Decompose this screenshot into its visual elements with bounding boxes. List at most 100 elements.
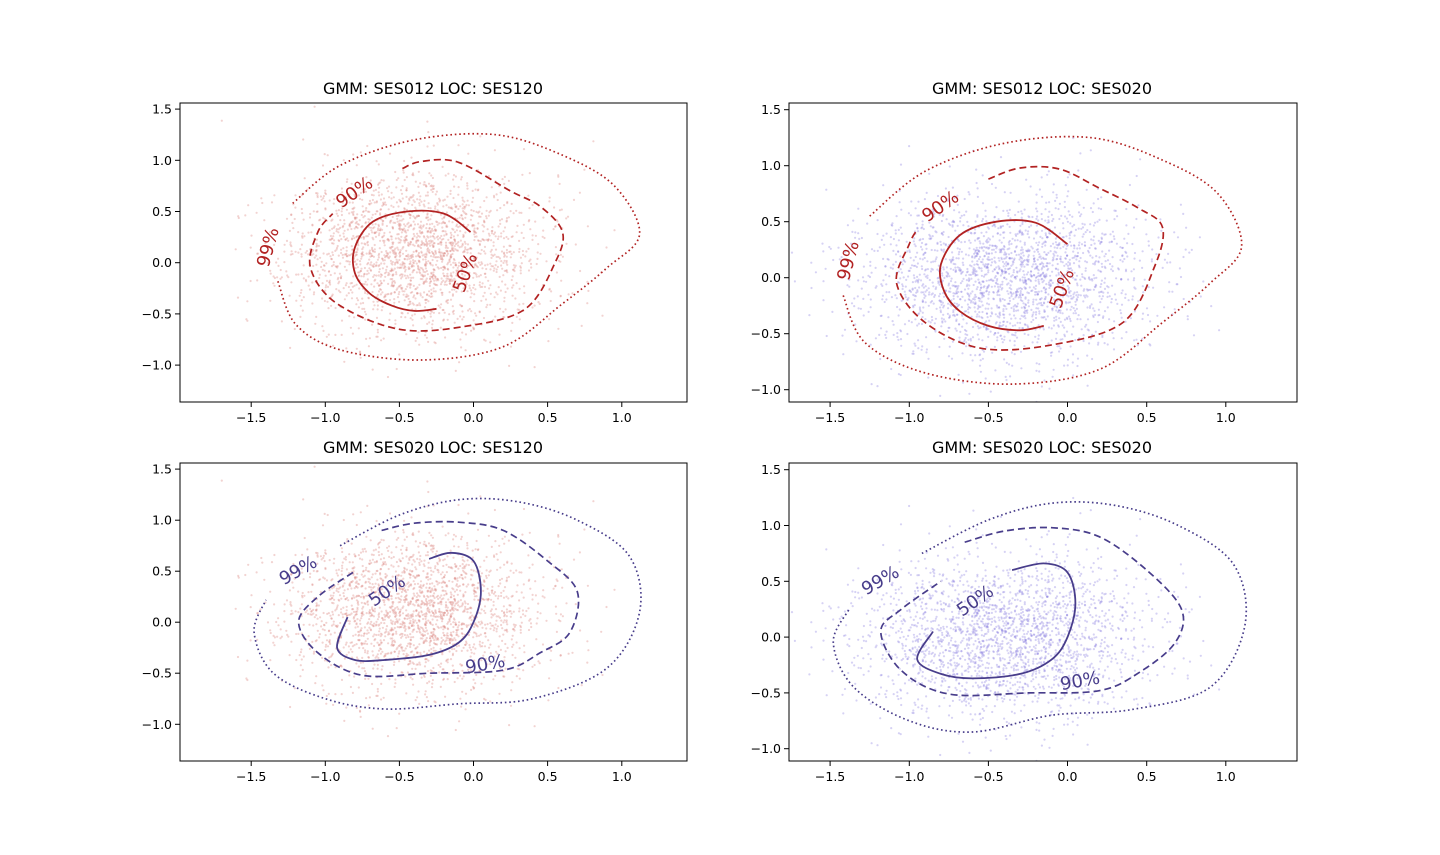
scatter-point <box>463 600 466 603</box>
scatter-point <box>373 591 376 594</box>
scatter-point <box>424 334 427 337</box>
scatter-point <box>311 223 314 226</box>
scatter-point <box>458 576 461 579</box>
scatter-point <box>545 260 548 263</box>
scatter-point <box>363 273 366 276</box>
scatter-point <box>953 221 956 224</box>
scatter-point <box>1092 239 1095 242</box>
scatter-point <box>430 250 434 253</box>
scatter-point <box>452 261 455 264</box>
scatter-point <box>478 643 481 646</box>
scatter-point <box>462 251 465 254</box>
scatter-point <box>512 268 515 271</box>
scatter-point <box>461 677 464 680</box>
scatter-point <box>455 269 458 272</box>
scatter-point <box>433 275 437 278</box>
scatter-point <box>374 231 377 235</box>
scatter-point <box>425 586 428 589</box>
scatter-point <box>990 307 993 310</box>
scatter-point <box>326 154 329 157</box>
scatter-point <box>493 231 497 234</box>
scatter-point <box>1024 287 1027 290</box>
scatter-point <box>426 273 429 276</box>
scatter-point <box>1021 257 1024 260</box>
scatter-point <box>985 320 988 323</box>
scatter-point <box>1139 158 1142 161</box>
scatter-point <box>435 580 438 583</box>
scatter-point <box>1000 248 1003 251</box>
scatter-point <box>566 215 570 218</box>
scatter-point <box>331 613 335 616</box>
x-tick-label: −1.5 <box>815 410 845 425</box>
scatter-point <box>1087 277 1090 280</box>
scatter-point <box>1090 303 1093 306</box>
scatter-point <box>466 248 469 251</box>
scatter-point <box>448 282 451 285</box>
scatter-point <box>418 343 421 346</box>
scatter-point <box>1009 322 1012 325</box>
scatter-point <box>889 266 892 269</box>
scatter-point <box>391 250 395 253</box>
scatter-point <box>429 255 433 258</box>
scatter-point <box>401 247 404 250</box>
scatter-point <box>418 261 421 264</box>
scatter-point <box>986 316 989 319</box>
scatter-point <box>896 332 899 335</box>
scatter-point <box>952 297 955 300</box>
scatter-point <box>388 196 391 199</box>
scatter-point <box>427 589 430 592</box>
scatter-point <box>971 256 974 259</box>
scatter-point <box>1008 313 1011 316</box>
scatter-point <box>391 609 395 612</box>
scatter-point <box>300 255 303 258</box>
scatter-point <box>549 299 552 303</box>
scatter-point <box>444 241 448 244</box>
scatter-point <box>1000 325 1003 328</box>
scatter-point <box>469 263 472 266</box>
scatter-point <box>995 279 999 282</box>
scatter-point <box>911 281 915 284</box>
scatter-point <box>508 244 511 247</box>
scatter-point <box>464 643 467 647</box>
scatter-point <box>464 333 468 336</box>
scatter-point <box>846 224 850 227</box>
scatter-point <box>914 280 917 283</box>
scatter-point <box>916 226 919 229</box>
scatter-point <box>359 263 362 266</box>
scatter-point <box>1034 287 1037 290</box>
scatter-point <box>925 351 928 354</box>
scatter-point <box>1033 257 1036 260</box>
scatter-point <box>445 245 448 248</box>
scatter-point <box>431 185 434 188</box>
scatter-point <box>878 333 881 336</box>
scatter-point <box>364 190 368 193</box>
scatter-point <box>947 290 951 293</box>
scatter-point <box>458 246 461 249</box>
scatter-point <box>1059 338 1062 341</box>
scatter-point <box>1020 233 1024 236</box>
scatter-point <box>867 293 870 296</box>
scatter-point <box>449 615 452 618</box>
scatter-point <box>613 229 616 232</box>
scatter-point <box>305 609 309 612</box>
scatter-point <box>347 292 350 295</box>
scatter-point <box>312 264 315 268</box>
scatter-point <box>1003 245 1006 249</box>
scatter-point <box>974 310 977 313</box>
scatter-point <box>1047 221 1050 224</box>
scatter-point <box>398 251 401 254</box>
scatter-point <box>387 642 390 645</box>
scatter-point <box>899 338 903 341</box>
scatter-point <box>487 574 490 577</box>
scatter-point <box>522 236 525 240</box>
scatter-point <box>1111 331 1114 334</box>
scatter-point <box>1094 247 1097 250</box>
scatter-point <box>368 585 371 589</box>
scatter-point <box>487 279 490 282</box>
scatter-point <box>957 323 961 326</box>
scatter-point <box>1004 270 1007 273</box>
scatter-point <box>392 221 395 224</box>
scatter-point <box>1003 231 1006 234</box>
scatter-point <box>307 275 310 278</box>
scatter-point <box>1052 368 1055 371</box>
